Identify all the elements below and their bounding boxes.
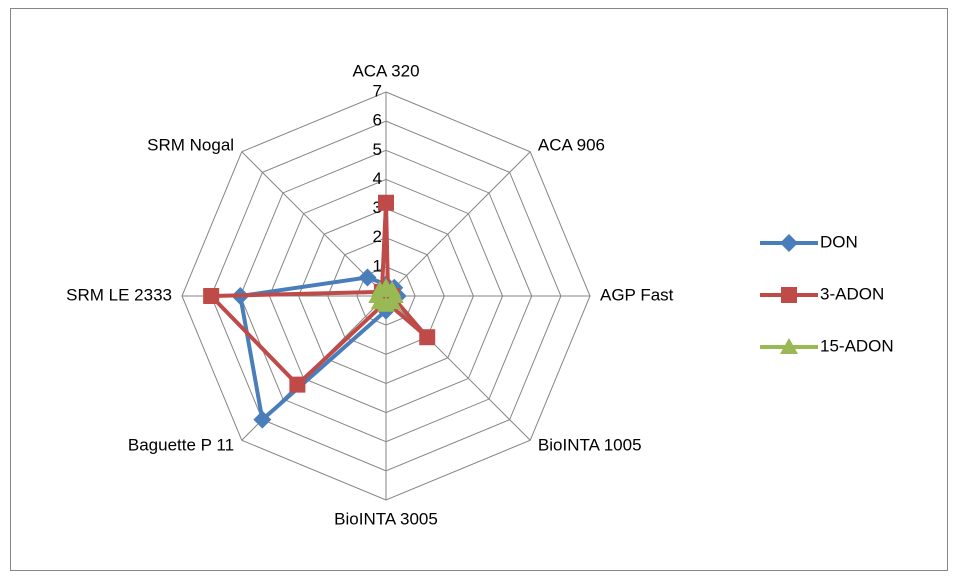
- tick-label: 1: [373, 256, 382, 275]
- legend-marker: [780, 234, 798, 252]
- data-point: [370, 280, 389, 297]
- axis-spoke: [385, 151, 531, 297]
- category-label: BioINTA 1005: [538, 435, 642, 454]
- data-point: [378, 194, 394, 211]
- data-point: [203, 288, 220, 304]
- legend-label: 3-ADON: [820, 284, 884, 303]
- tick-label: 7: [373, 81, 382, 100]
- data-point: [358, 268, 377, 287]
- legend-marker: [781, 287, 797, 303]
- category-label: AGP Fast: [600, 285, 674, 304]
- legend-label: DON: [820, 232, 858, 251]
- tick-label: 6: [373, 111, 382, 130]
- category-label: BioINTA 3005: [334, 509, 438, 528]
- data-point: [289, 376, 306, 393]
- category-label: ACA 906: [538, 136, 605, 155]
- tick-label: 3: [373, 198, 382, 217]
- axis-spoke: [241, 151, 387, 297]
- category-label: Baguette P 11: [128, 435, 234, 454]
- data-point: [253, 410, 272, 429]
- category-label: ACA 320: [352, 61, 419, 80]
- tick-label: 4: [373, 169, 382, 188]
- category-label: SRM Nogal: [147, 136, 234, 155]
- data-point: [419, 329, 436, 346]
- category-label: SRM LE 2333: [66, 285, 172, 304]
- tick-label: 2: [373, 227, 382, 246]
- legend-label: 15-ADON: [820, 336, 894, 355]
- tick-label: 5: [373, 140, 382, 159]
- legend-marker: [780, 338, 798, 354]
